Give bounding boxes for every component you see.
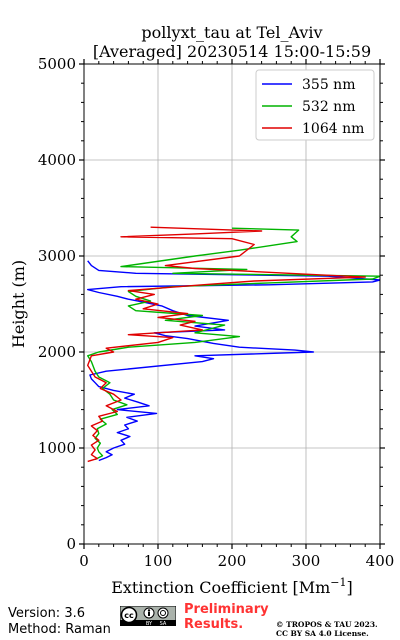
cc-by-sa-logo: cc BY SA xyxy=(120,606,176,626)
preliminary-notice: Preliminary Results. xyxy=(184,602,269,632)
x-axis-label: Extinction Coefficient [Mm−1] xyxy=(111,576,353,597)
y-tick-label: 5000 xyxy=(38,55,76,73)
legend-label: 355 nm xyxy=(302,77,355,93)
series-line-355-nm xyxy=(86,260,380,462)
footer-info: Version: 3.6 Method: Raman xyxy=(8,606,111,638)
legend-label: 532 nm xyxy=(302,99,355,115)
y-axis-label: Height (m) xyxy=(9,260,28,348)
cc-sa-label: SA xyxy=(160,621,167,626)
legend: 355 nm 532 nm 1064 nm xyxy=(255,69,375,141)
x-tick-label: 0 xyxy=(79,552,89,570)
x-tick-label: 100 xyxy=(144,552,173,570)
y-tick-label: 3000 xyxy=(38,247,76,265)
version-text: Version: 3.6 xyxy=(8,606,85,621)
legend-box xyxy=(255,69,375,141)
x-axis-label-sup: −1 xyxy=(330,576,346,589)
x-axis-label-end: ] xyxy=(347,578,353,597)
y-tick-label: 1000 xyxy=(38,439,76,457)
series-line-1064-nm xyxy=(86,226,366,463)
chart-title-line1: pollyxt_tau at Tel_Aviv xyxy=(141,23,322,42)
x-tick-label: 300 xyxy=(292,552,321,570)
series-layer xyxy=(86,226,380,463)
y-tick-label: 4000 xyxy=(38,151,76,169)
series-line-532-nm xyxy=(86,227,380,461)
method-text: Method: Raman xyxy=(8,622,111,637)
axis-ticks xyxy=(79,59,385,549)
x-axis-label-main: Extinction Coefficient [Mm xyxy=(111,578,330,597)
svg-text:cc: cc xyxy=(124,611,134,620)
y-tick-label: 2000 xyxy=(38,343,76,361)
y-tick-label: 0 xyxy=(66,535,76,553)
preliminary-line2: Results. xyxy=(184,617,244,632)
legend-label: 1064 nm xyxy=(302,121,364,137)
x-tick-label: 200 xyxy=(218,552,247,570)
preliminary-line1: Preliminary xyxy=(184,602,269,617)
cc-by-label: BY xyxy=(146,621,153,626)
copyright-notice: © TROPOS & TAU 2023. CC BY SA 4.0 Licens… xyxy=(276,620,378,638)
chart-title-line2: [Averaged] 20230514 15:00-15:59 xyxy=(93,42,371,61)
copyright-line2: CC BY SA 4.0 License. xyxy=(276,629,369,638)
x-tick-label: 400 xyxy=(366,552,395,570)
copyright-line1: © TROPOS & TAU 2023. xyxy=(276,620,378,629)
